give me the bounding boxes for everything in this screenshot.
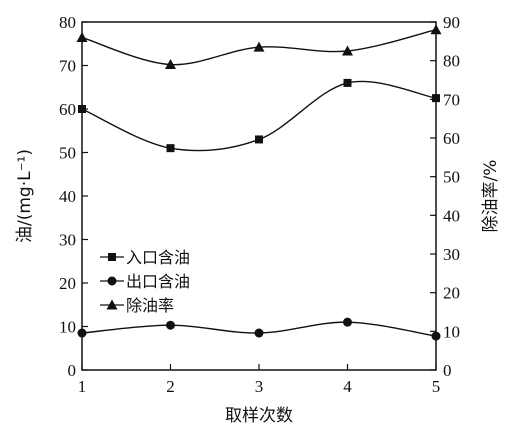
series-layer	[76, 24, 442, 341]
legend-label: 入口含油	[126, 248, 190, 267]
data-point	[77, 328, 87, 338]
data-point	[253, 41, 265, 52]
x-axis-title: 取样次数	[225, 406, 293, 426]
x-axis: 1 2 3 4 5	[78, 364, 441, 396]
x-tick-label: 3	[255, 377, 264, 396]
data-point	[166, 144, 175, 153]
data-point	[166, 320, 175, 330]
left-tick-label: 50	[59, 144, 76, 163]
data-point	[430, 24, 442, 35]
left-axis: 0 10 20 30 40 50 60 70 80	[59, 13, 88, 380]
legend-marker	[108, 253, 116, 261]
data-point	[255, 135, 263, 144]
data-point	[342, 45, 353, 56]
data-point	[343, 78, 352, 87]
right-tick-label: 0	[443, 361, 452, 380]
data-point	[165, 59, 176, 70]
data-point	[76, 31, 88, 42]
legend-marker	[106, 299, 118, 310]
legend-label: 除油率	[126, 296, 174, 315]
data-point	[78, 105, 86, 113]
series-square	[78, 78, 440, 153]
right-tick-label: 60	[443, 129, 460, 148]
x-tick-label: 1	[78, 377, 87, 396]
right-axis: 0 10 20 30 40 50 60 70 80 90	[430, 13, 460, 380]
data-point	[431, 331, 441, 341]
left-tick-label: 20	[59, 274, 76, 293]
left-tick-label: 40	[59, 187, 76, 206]
left-tick-label: 80	[59, 13, 76, 32]
legend-item: 入口含油	[100, 248, 190, 267]
x-tick-label: 5	[432, 377, 441, 396]
x-tick-label: 4	[343, 377, 352, 396]
right-tick-label: 40	[443, 206, 460, 225]
data-point	[254, 328, 264, 338]
left-tick-label: 70	[59, 57, 76, 76]
right-tick-label: 30	[443, 245, 460, 264]
left-tick-label: 10	[59, 318, 76, 337]
series-circle	[77, 317, 441, 341]
right-tick-label: 10	[443, 322, 460, 341]
legend-item: 除油率	[100, 296, 174, 315]
data-point	[432, 94, 440, 103]
plot-frame	[81, 21, 437, 371]
legend-label: 出口含油	[126, 272, 190, 291]
series-triangle	[76, 24, 442, 70]
right-tick-label: 50	[443, 168, 460, 187]
right-tick-label: 20	[443, 284, 460, 303]
right-tick-label: 90	[443, 13, 460, 32]
right-tick-label: 70	[443, 90, 460, 109]
x-tick-label: 2	[166, 377, 175, 396]
left-tick-label: 30	[59, 231, 76, 250]
left-tick-label: 0	[68, 361, 77, 380]
legend-marker	[107, 276, 117, 286]
legend-item: 出口含油	[100, 272, 190, 291]
left-axis-title: 油/(mg·L⁻¹)	[15, 149, 35, 243]
right-axis-title: 除油率/%	[481, 160, 501, 233]
data-point	[343, 317, 352, 327]
left-tick-label: 60	[59, 100, 76, 119]
right-tick-label: 80	[443, 52, 460, 71]
